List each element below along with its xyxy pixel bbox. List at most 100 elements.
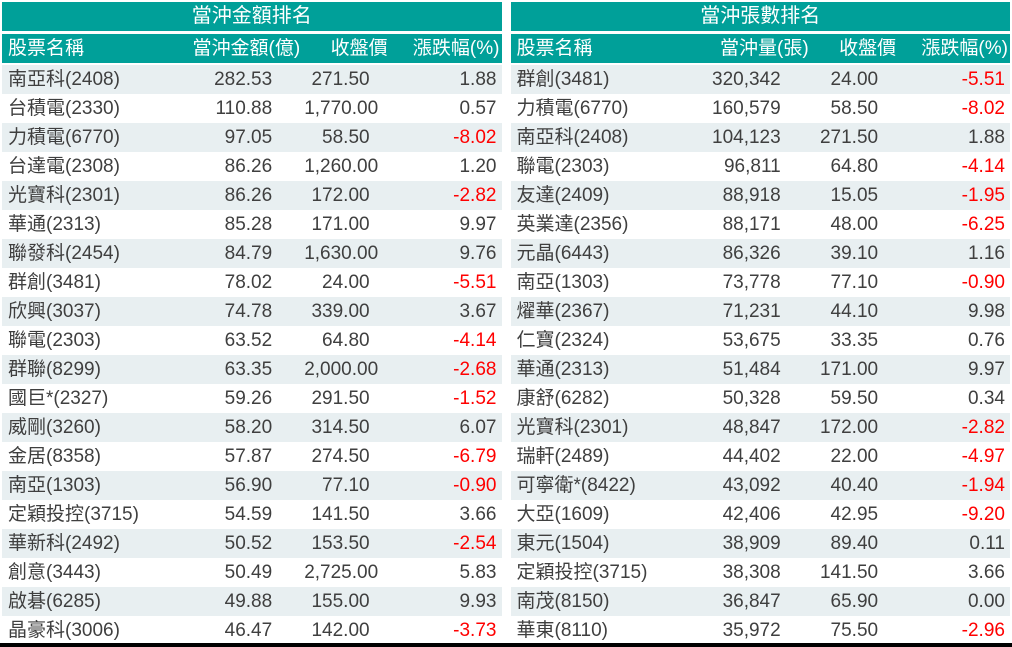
close-price-cell: 33.35 <box>830 330 879 351</box>
stock-name-cell: 力積電(6770) <box>8 127 120 148</box>
change-percent-cell: -1.95 <box>961 185 1005 206</box>
change-percent-cell: 1.88 <box>459 69 497 90</box>
volume-cell: 36,847 <box>722 591 781 612</box>
stock-name-cell: 南亞科(2408) <box>8 69 120 90</box>
amount-cell: 78.02 <box>224 272 273 293</box>
volume-cell: 320,342 <box>712 69 781 90</box>
change-percent-cell: -2.82 <box>453 185 497 206</box>
change-percent-cell: 9.97 <box>459 214 497 235</box>
table-title-volume: 當沖張數排名 <box>510 2 1010 31</box>
change-percent-cell: -6.25 <box>961 214 1005 235</box>
table-row: 定穎投控(3715) 54.59 141.50 3.66 <box>2 500 502 529</box>
close-price-cell: 291.50 <box>311 388 370 409</box>
change-percent-cell: -2.96 <box>961 620 1005 641</box>
table-row: 元晶(6443) 86,326 39.10 1.16 <box>510 239 1010 268</box>
close-price-cell: 2,725.00 <box>304 562 379 583</box>
close-price-cell: 77.10 <box>830 272 879 293</box>
amount-cell: 59.26 <box>224 388 273 409</box>
stock-name-cell: 聯發科(2454) <box>8 243 120 264</box>
table-row: 光寶科(2301) 86.26 172.00 -2.82 <box>2 181 502 210</box>
change-percent-cell: 9.97 <box>967 359 1005 380</box>
stock-name-cell: 光寶科(2301) <box>8 185 120 206</box>
close-price-cell: 42.95 <box>830 504 879 525</box>
change-percent-cell: -5.51 <box>961 69 1005 90</box>
close-price-cell: 141.50 <box>311 504 370 525</box>
close-price-cell: 171.00 <box>311 214 370 235</box>
close-price-cell: 40.40 <box>830 475 879 496</box>
change-percent-cell: 0.34 <box>967 388 1005 409</box>
amount-table-rows: 南亞科(2408) 282.53 271.50 1.88 台積電(2330) 110.88… <box>2 65 502 645</box>
close-price-cell: 172.00 <box>311 185 370 206</box>
amount-cell: 74.78 <box>224 301 273 322</box>
change-percent-cell: -0.90 <box>961 272 1005 293</box>
amount-cell: 282.53 <box>214 69 273 90</box>
close-price-cell: 314.50 <box>311 417 370 438</box>
stock-name-cell: 群創(3481) <box>516 69 610 90</box>
volume-cell: 104,123 <box>712 127 781 148</box>
stock-name-cell: 創意(3443) <box>8 562 101 583</box>
amount-cell: 86.26 <box>224 156 273 177</box>
column-header-volume: 當沖量(張) <box>720 38 809 59</box>
change-percent-cell: 6.07 <box>459 417 497 438</box>
table-row: 國巨*(2327) 59.26 291.50 -1.52 <box>2 384 502 413</box>
table-row: 欣興(3037) 74.78 339.00 3.67 <box>2 297 502 326</box>
change-percent-cell: -2.68 <box>453 359 497 380</box>
close-price-cell: 89.40 <box>830 533 879 554</box>
volume-cell: 86,326 <box>722 243 781 264</box>
table-row: 威剛(3260) 58.20 314.50 6.07 <box>2 413 502 442</box>
volume-cell: 50,328 <box>722 388 781 409</box>
stock-name-cell: 康舒(6282) <box>516 388 610 409</box>
bottom-divider <box>0 643 1012 647</box>
change-percent-cell: 0.76 <box>967 330 1005 351</box>
stock-name-cell: 聯電(2303) <box>516 156 610 177</box>
change-percent-cell: 3.67 <box>459 301 497 322</box>
table-row: 聯電(2303) 96,811 64.80 -4.14 <box>510 152 1010 181</box>
table-row: 南茂(8150) 36,847 65.90 0.00 <box>510 587 1010 616</box>
close-price-cell: 64.80 <box>322 330 370 351</box>
stock-name-cell: 定穎投控(3715) <box>516 562 648 583</box>
table-row: 群創(3481) 320,342 24.00 -5.51 <box>510 65 1010 94</box>
stock-name-cell: 華新科(2492) <box>8 533 120 554</box>
volume-table-rows: 群創(3481) 320,342 24.00 -5.51 力積電(6770) 160,57… <box>510 65 1010 645</box>
stock-name-cell: 國巨*(2327) <box>8 388 109 409</box>
volume-cell: 88,171 <box>722 214 781 235</box>
close-price-cell: 22.00 <box>830 446 879 467</box>
change-percent-cell: 0.57 <box>459 98 497 119</box>
change-percent-cell: -8.02 <box>453 127 497 148</box>
amount-cell: 50.49 <box>224 562 273 583</box>
stock-name-cell: 力積電(6770) <box>516 98 629 119</box>
change-percent-cell: 9.98 <box>967 301 1005 322</box>
amount-cell: 110.88 <box>215 98 273 119</box>
stock-name-cell: 瑞軒(2489) <box>516 446 610 467</box>
stock-name-cell: 華通(2313) <box>8 214 101 235</box>
amount-cell: 85.28 <box>224 214 273 235</box>
volume-cell: 88,918 <box>722 185 781 206</box>
close-price-cell: 274.50 <box>311 446 370 467</box>
volume-cell: 38,308 <box>722 562 781 583</box>
change-percent-cell: 1.20 <box>459 156 497 177</box>
change-percent-cell: 1.16 <box>967 243 1005 264</box>
volume-cell: 71,231 <box>722 301 781 322</box>
change-percent-cell: 5.83 <box>459 562 497 583</box>
table-row: 南亞科(2408) 104,123 271.50 1.88 <box>510 123 1010 152</box>
table-row: 華新科(2492) 50.52 153.50 -2.54 <box>2 529 502 558</box>
table-row: 華東(8110) 35,972 75.50 -2.96 <box>510 616 1010 645</box>
stock-name-cell: 友達(2409) <box>516 185 610 206</box>
column-header-amount: 當沖金額(億) <box>192 38 301 59</box>
close-price-cell: 58.50 <box>830 98 879 119</box>
stock-name-cell: 燿華(2367) <box>516 301 610 322</box>
close-price-cell: 65.90 <box>830 591 879 612</box>
amount-cell: 50.52 <box>224 533 273 554</box>
change-percent-cell: -2.82 <box>961 417 1005 438</box>
stock-name-cell: 威剛(3260) <box>8 417 101 438</box>
close-price-cell: 75.50 <box>830 620 879 641</box>
close-price-cell: 171.00 <box>819 359 879 380</box>
close-price-cell: 172.00 <box>819 417 879 438</box>
table-row: 可寧衛*(8422) 43,092 40.40 -1.94 <box>510 471 1010 500</box>
close-price-cell: 141.50 <box>819 562 879 583</box>
table-row: 華通(2313) 51,484 171.00 9.97 <box>510 355 1010 384</box>
stock-name-cell: 金居(8358) <box>8 446 101 467</box>
volume-cell: 160,579 <box>712 98 781 119</box>
change-percent-cell: -3.73 <box>453 620 497 641</box>
stock-name-cell: 南亞科(2408) <box>516 127 629 148</box>
